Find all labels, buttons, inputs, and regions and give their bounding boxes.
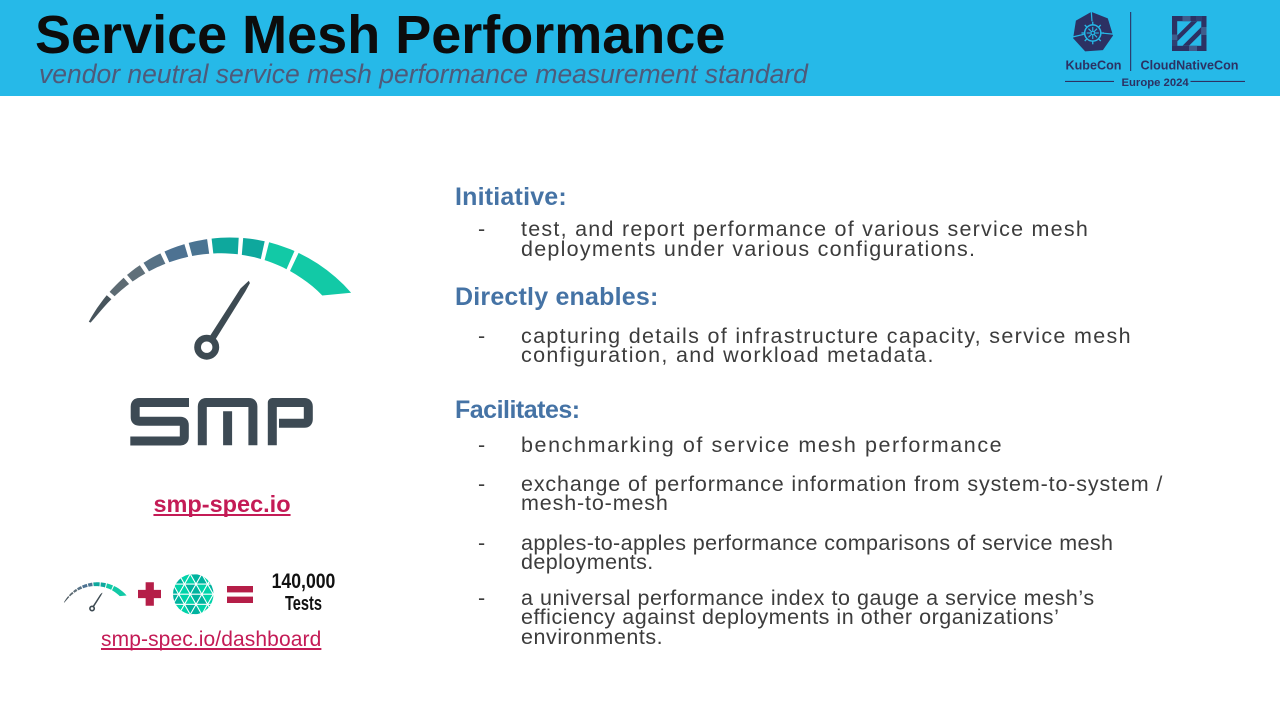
svg-text:KubeCon: KubeCon [1066, 59, 1122, 73]
svg-text:CloudNativeCon: CloudNativeCon [1141, 59, 1239, 73]
svg-text:Europe 2024: Europe 2024 [1122, 77, 1190, 89]
